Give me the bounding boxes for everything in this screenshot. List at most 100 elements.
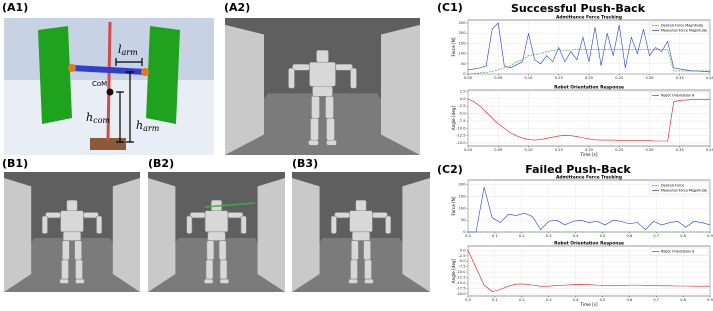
- y-tick-label: 150: [459, 195, 467, 199]
- x-tick-label: 0.4: [573, 298, 579, 302]
- scene-floor: [4, 238, 140, 292]
- y-tick-label: -5.0: [458, 112, 466, 116]
- robot-part: [83, 212, 99, 219]
- robot-part: [385, 215, 392, 234]
- robot-part: [325, 95, 334, 119]
- x-tick-label: 0.7: [653, 234, 659, 238]
- legend-label: Measured Force Magnitude: [661, 29, 707, 33]
- y-tick-label: -7.5: [458, 119, 465, 123]
- robot-part: [203, 278, 214, 284]
- panel-label: (C2): [437, 163, 463, 176]
- com-label: CoM: [92, 80, 107, 88]
- a2-scene: [225, 18, 420, 155]
- x-tick-label: 0.1: [492, 298, 498, 302]
- y-axis-label: Force [N]: [451, 37, 456, 56]
- robot-part: [59, 278, 69, 284]
- legend-label: Robot Orientation θ: [661, 94, 694, 98]
- x-tick-label: 0.15: [555, 148, 563, 152]
- y-tick-label: 2.5: [460, 89, 466, 93]
- x-tick-label: 0.30: [645, 76, 654, 80]
- legend-box: [649, 247, 709, 256]
- x-tick-label: 0.5: [600, 234, 606, 238]
- legend-box: [649, 181, 709, 195]
- x-tick-label: 0.35: [676, 76, 684, 80]
- y-tick-label: 0.0: [460, 248, 466, 252]
- robot-part: [326, 139, 337, 146]
- robot-part: [186, 215, 193, 234]
- robot-part: [310, 117, 319, 141]
- y-tick-label: -10.0: [456, 270, 466, 274]
- x-tick-label: 0.3: [546, 234, 552, 238]
- scene-left-wall: [292, 178, 320, 292]
- series-line: [467, 250, 710, 292]
- a1-scene: larm CoM hcom harm: [4, 18, 214, 155]
- robot-part: [66, 199, 78, 212]
- x-tick-label: 0.05: [494, 76, 502, 80]
- y-tick-label: 0: [463, 72, 466, 76]
- robot-part: [334, 212, 350, 219]
- robot-part: [62, 231, 82, 241]
- y-tick-label: 0: [463, 230, 466, 234]
- a1-harm-bracket: [126, 71, 134, 143]
- y-tick-label: 200: [459, 31, 467, 35]
- scene-left-wall: [148, 178, 176, 292]
- b2-scene: [148, 172, 285, 292]
- panel-label: (C1): [437, 1, 463, 14]
- x-tick-label: 0.0: [465, 298, 471, 302]
- robot-part: [348, 278, 358, 284]
- y-tick-label: 50: [461, 218, 466, 222]
- y-tick-label: -12.5: [456, 134, 465, 138]
- x-tick-label: 0.2: [519, 298, 525, 302]
- y-tick-label: -15.0: [456, 281, 466, 285]
- y-tick-label: -17.5: [456, 286, 465, 290]
- legend-label: Desired Force Magnitude: [661, 24, 703, 28]
- x-tick-label: 0.4: [573, 234, 579, 238]
- x-tick-label: 0.15: [555, 76, 563, 80]
- legend-box: [649, 21, 709, 35]
- x-tick-label: 0.9: [707, 234, 713, 238]
- legend-label: Robot Orientation θ: [661, 250, 694, 254]
- x-tick-label: 0.40: [706, 76, 713, 80]
- x-tick-label: 0.6: [626, 234, 632, 238]
- y-tick-label: 0.0: [460, 97, 466, 101]
- x-tick-label: 0.00: [464, 76, 473, 80]
- robot-part: [351, 240, 359, 261]
- robot-part: [62, 240, 70, 261]
- series-line: [467, 98, 710, 142]
- robot-part: [363, 240, 371, 261]
- y-tick-label: 100: [459, 52, 467, 56]
- robot-part: [364, 259, 372, 280]
- legend-box: [649, 91, 709, 100]
- robot-part: [75, 259, 83, 280]
- x-tick-label: 0.20: [585, 76, 594, 80]
- x-tick-label: 0.40: [706, 148, 713, 152]
- y-tick-label: 250: [459, 21, 467, 25]
- y-tick-label: -7.5: [458, 265, 465, 269]
- y-tick-label: -2.5: [458, 254, 465, 258]
- x-tick-label: 0.00: [464, 148, 473, 152]
- panel-label: (B3): [292, 157, 318, 170]
- subscript: arm: [143, 124, 160, 133]
- y-tick-label: -15.0: [456, 141, 466, 145]
- chart: Admittance Force Tracking Force [N] 0 50 100…: [451, 15, 713, 81]
- robot-part: [219, 278, 230, 284]
- robot-part: [316, 49, 329, 63]
- x-tick-label: 0.25: [615, 76, 623, 80]
- y-tick-label: 100: [459, 206, 467, 210]
- x-tick-label: 0.20: [585, 148, 594, 152]
- robot-part: [355, 199, 367, 212]
- scene-right-wall: [112, 178, 140, 292]
- a1-right-wall: [146, 26, 180, 124]
- chart-title: Robot Orientation Response: [554, 85, 624, 91]
- x-tick-label: 0.10: [524, 148, 533, 152]
- scene-left-wall: [225, 24, 264, 155]
- x-tick-label: 0.10: [524, 76, 533, 80]
- a1-com: [106, 88, 114, 96]
- robot-part: [218, 240, 227, 261]
- robot-part: [350, 67, 357, 89]
- chart-title: Robot Orientation Response: [554, 241, 624, 247]
- robot-part: [227, 212, 244, 219]
- x-tick-label: 0.05: [494, 148, 502, 152]
- robot-part: [96, 215, 103, 234]
- y-tick-label: 50: [461, 62, 466, 66]
